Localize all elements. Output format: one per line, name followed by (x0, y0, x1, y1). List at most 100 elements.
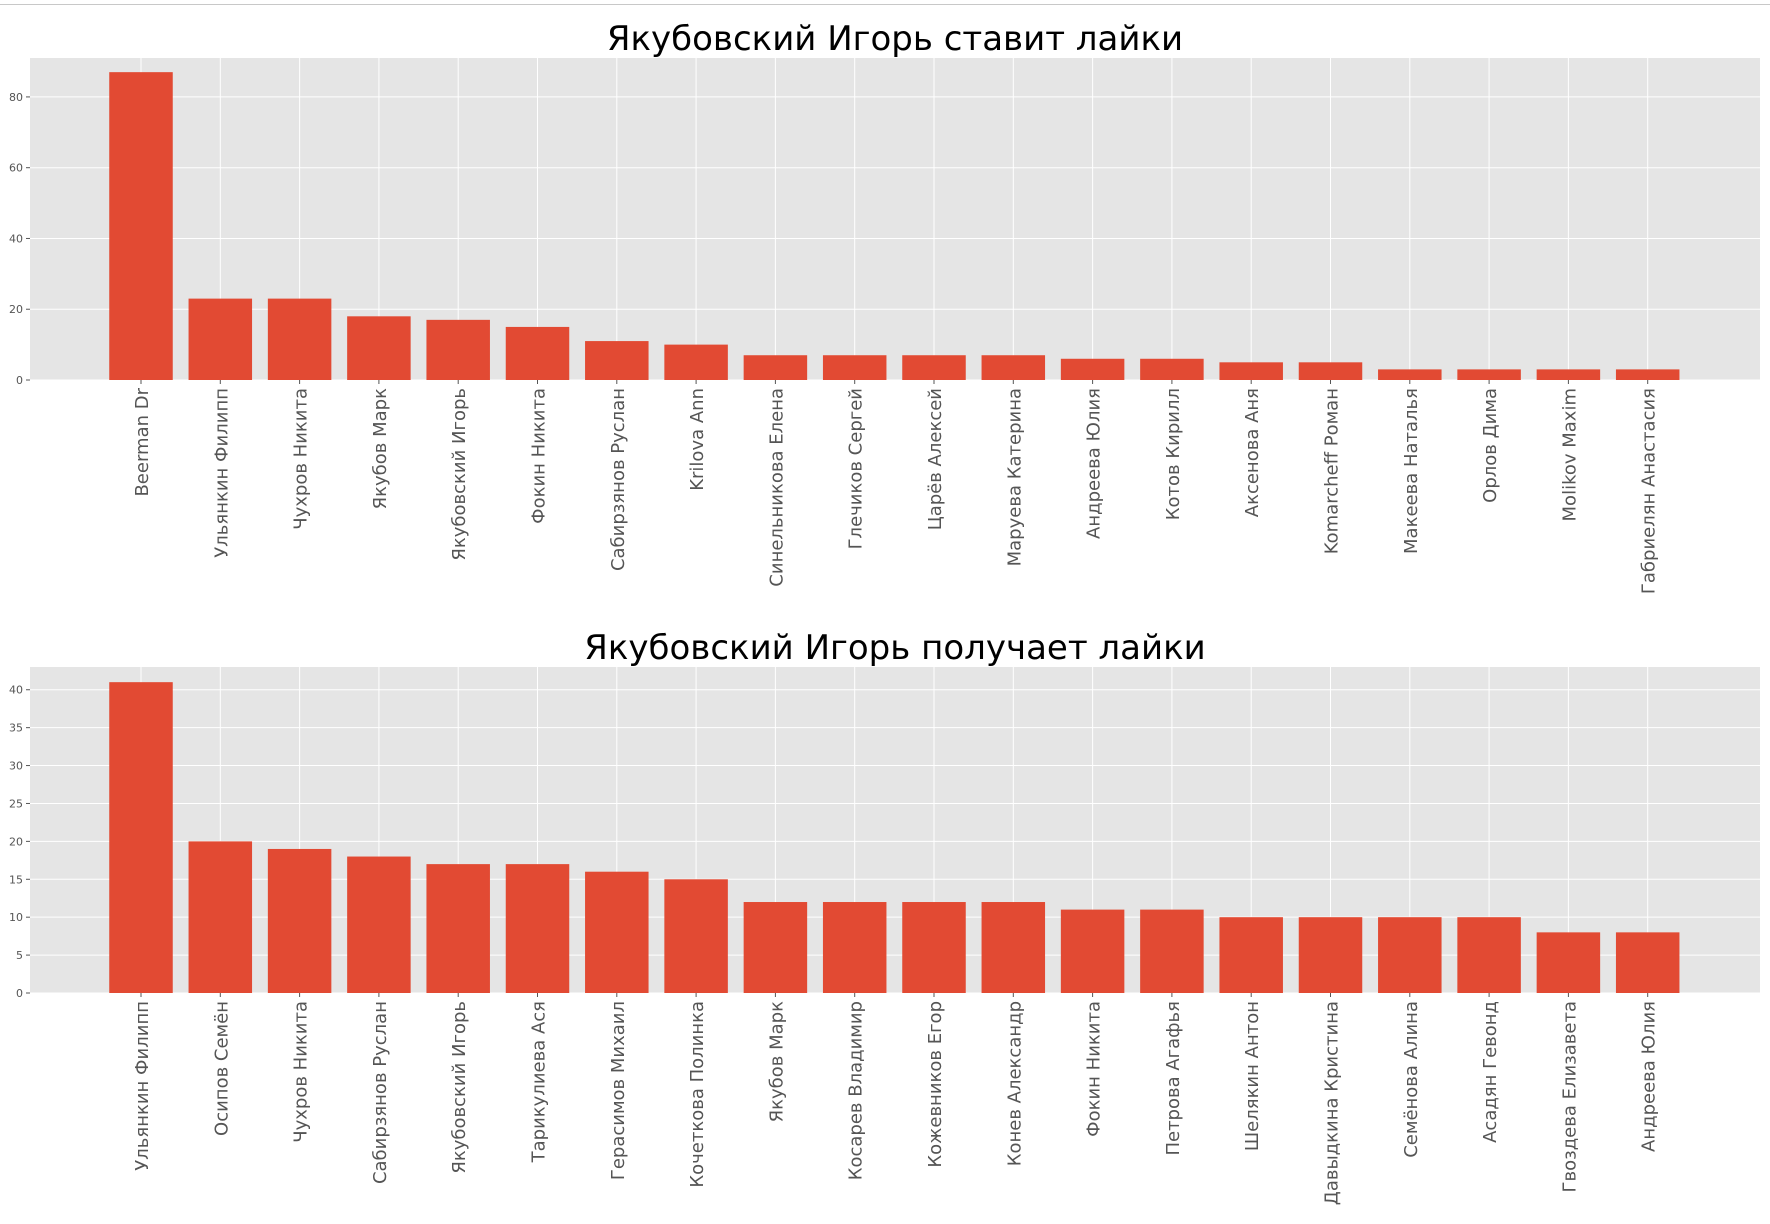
bar (822, 355, 887, 380)
y-tick-label: 15 (9, 873, 23, 886)
bar (981, 902, 1046, 993)
x-tick-label: Якубовский Игорь (449, 388, 470, 561)
bar (1298, 362, 1363, 380)
x-tick-label: Тарикулиева Ася (529, 1001, 550, 1163)
bar (902, 355, 966, 380)
x-tick-label: Семёнова Алина (1401, 1001, 1422, 1158)
bar (664, 344, 728, 380)
x-tick-label: Кочеткова Полинка (687, 1001, 708, 1188)
y-tick-label: 60 (9, 162, 23, 175)
bar (1060, 358, 1125, 380)
bar (1378, 917, 1442, 993)
chart-title: Якубовский Игорь получает лайки (584, 628, 1205, 668)
bar (981, 355, 1046, 380)
bar (505, 326, 570, 380)
y-tick-label: 40 (9, 684, 23, 697)
x-tick-label: Чухров Никита (291, 1001, 312, 1143)
chart-2: 0 5 10 15 20 25 30 35 40 Ульянкин Филипп Осипов Се… (9, 628, 1760, 1205)
bar (505, 864, 570, 993)
x-tick-label: Чухров Никита (291, 388, 312, 530)
bar (1536, 932, 1601, 993)
window-top-border (0, 4, 1770, 5)
x-tick-label: Фокин Никита (529, 388, 550, 524)
x-tick-label: Давыдкина Кристина (1322, 1001, 1343, 1205)
bar (1457, 369, 1521, 380)
x-tick-label: Андреева Юлия (1084, 388, 1105, 539)
bar (743, 902, 808, 993)
x-tick-label: Орлов Дима (1480, 388, 1501, 503)
x-tick-label: Макеева Наталья (1401, 388, 1422, 554)
bar (1536, 369, 1601, 380)
y-tick-label: 20 (9, 835, 23, 848)
x-tick-label: Сабирзянов Руслан (608, 388, 629, 571)
bar (1298, 917, 1363, 993)
x-tick-label: Петрова Агафья (1163, 1001, 1184, 1156)
bar (1615, 369, 1680, 380)
bar (1140, 358, 1204, 380)
bar (1615, 932, 1680, 993)
x-tick-label: Ульянкин Филипп (211, 388, 232, 558)
x-tick-label: Якубов Марк (370, 388, 391, 509)
bar (664, 879, 728, 993)
y-tick-label: 80 (9, 91, 23, 104)
bar (585, 341, 649, 380)
x-tick-label: Глечиков Сергей (846, 388, 867, 549)
bar (347, 856, 411, 993)
bar (188, 298, 253, 380)
y-tick-label: 5 (16, 949, 23, 962)
y-tick-label: 20 (9, 303, 23, 316)
bar (426, 319, 490, 380)
bar (902, 902, 966, 993)
x-tick-label: Герасимов Михаил (608, 1001, 629, 1180)
chart-title: Якубовский Игорь ставит лайки (607, 19, 1183, 59)
y-tick-label: 30 (9, 760, 23, 773)
bar (822, 902, 887, 993)
bar (1140, 909, 1204, 993)
bar (1378, 369, 1442, 380)
bar (267, 848, 332, 993)
x-tick-label: Конев Александр (1004, 1001, 1025, 1166)
y-tick-label: 0 (16, 374, 23, 387)
y-tick-label: 25 (9, 797, 23, 810)
bar (267, 298, 332, 380)
x-tick-label: Царёв Алексей (925, 388, 946, 530)
x-tick-label: Кожевников Егор (925, 1001, 946, 1168)
y-tick-label: 0 (16, 987, 23, 1000)
x-tick-label: Андреева Юлия (1639, 1001, 1660, 1152)
x-tick-label: Сабирзянов Руслан (370, 1001, 391, 1184)
bar (1219, 362, 1283, 380)
bar (109, 682, 173, 993)
x-tick-label: Krilova Ann (687, 388, 708, 491)
x-tick-label: Осипов Семён (211, 1001, 232, 1136)
bar (1457, 917, 1521, 993)
x-tick-label: Котов Кирилл (1163, 388, 1184, 520)
x-tick-label: Косарев Владимир (846, 1001, 867, 1180)
x-tick-label: Якубовский Игорь (449, 1001, 470, 1174)
x-tick-label: Асадян Гевонд (1480, 1001, 1501, 1143)
x-tick-label: Komarcheff Роман (1322, 388, 1343, 554)
bar (585, 871, 649, 993)
bar (188, 841, 253, 993)
x-tick-label: Маруева Катерина (1004, 388, 1025, 566)
x-tick-label: Гвоздева Елизавета (1559, 1001, 1580, 1192)
y-tick-label: 40 (9, 232, 23, 245)
x-tick-label: Beerman Dr (132, 387, 153, 496)
bar (1060, 909, 1125, 993)
x-tick-label: Синельникова Елена (766, 388, 787, 587)
bar (426, 864, 490, 993)
bar (109, 72, 173, 381)
bar (347, 316, 411, 380)
y-tick-label: 10 (9, 911, 23, 924)
x-tick-label: Аксенова Аня (1242, 388, 1263, 517)
bar (1219, 917, 1283, 993)
x-tick-label: Фокин Никита (1084, 1001, 1105, 1137)
bar (743, 355, 808, 380)
x-tick-label: Якубов Марк (766, 1001, 787, 1122)
x-tick-label: Габриелян Анастасия (1639, 388, 1660, 594)
x-tick-label: Molikov Maxim (1559, 388, 1580, 521)
y-tick-label: 35 (9, 722, 23, 735)
x-tick-label: Ульянкин Филипп (132, 1001, 153, 1171)
x-tick-label: Шелякин Антон (1242, 1001, 1263, 1151)
chart-1: 0 20 40 60 80 Beerman Dr Ульянкин Филипп Чухров… (9, 19, 1760, 594)
